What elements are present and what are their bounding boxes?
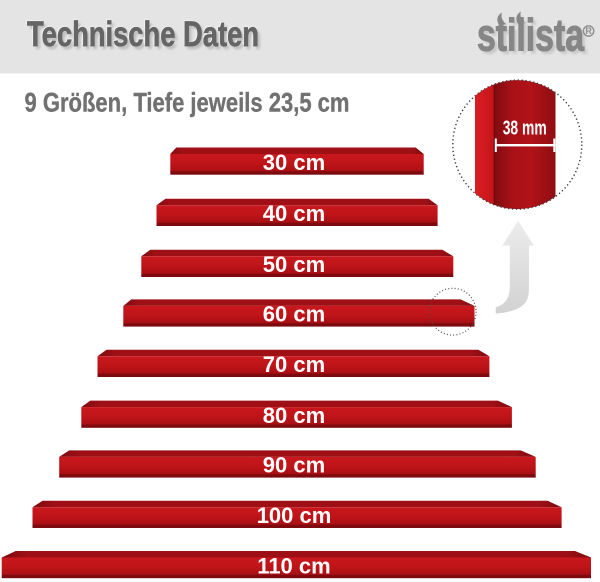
- svg-text:Technische Daten: Technische Daten: [27, 15, 259, 54]
- svg-text:80 cm: 80 cm: [263, 403, 325, 428]
- svg-text:38 mm: 38 mm: [503, 118, 547, 140]
- svg-text:30 cm: 30 cm: [263, 150, 325, 175]
- svg-text:70 cm: 70 cm: [263, 352, 325, 377]
- svg-text:40 cm: 40 cm: [263, 201, 325, 226]
- svg-text:60 cm: 60 cm: [263, 302, 325, 327]
- svg-text:Technische Daten: Technische Daten: [30, 18, 262, 57]
- svg-text:Technische Daten: Technische Daten: [26, 14, 258, 53]
- svg-text:9 Größen, Tiefe jeweils 23,5 c: 9 Größen, Tiefe jeweils 23,5 cm: [25, 87, 350, 117]
- svg-text:stilista: stilista: [477, 10, 585, 61]
- svg-text:110 cm: 110 cm: [257, 553, 330, 578]
- svg-text:R: R: [585, 26, 592, 36]
- svg-text:90 cm: 90 cm: [263, 453, 325, 478]
- svg-text:100 cm: 100 cm: [257, 503, 332, 528]
- svg-text:50 cm: 50 cm: [263, 252, 325, 277]
